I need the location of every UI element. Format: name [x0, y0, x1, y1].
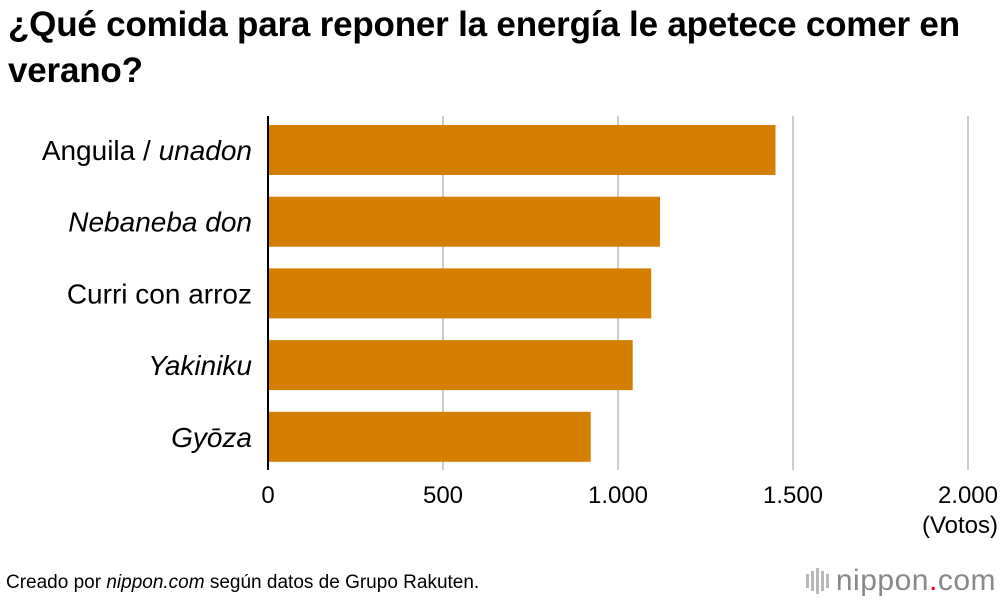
sound-bars-icon — [805, 568, 829, 594]
logo-dot: . — [928, 564, 938, 597]
x-tick-label: 1.500 — [763, 482, 823, 509]
category-label: Anguila / unadon — [42, 135, 252, 166]
bar — [268, 411, 591, 462]
source-suffix: según datos de Grupo Rakuten. — [204, 572, 480, 593]
nippon-logo: nippon.com — [805, 561, 996, 601]
category-label-italic: Gyōza — [171, 422, 252, 453]
logo-name: nippon — [835, 564, 929, 597]
source-site: nippon.com — [106, 572, 205, 593]
category-label-italic: unadon — [159, 135, 252, 166]
bar — [268, 125, 776, 175]
bar — [268, 196, 660, 247]
x-tick-label: 0 — [261, 482, 274, 509]
category-label: Curri con arroz — [67, 278, 252, 309]
logo-tld: com — [937, 564, 996, 597]
source-prefix: Creado por — [6, 572, 107, 593]
category-label-italic: Yakiniku — [148, 350, 252, 381]
category-label: Gyōza — [171, 422, 252, 453]
bar — [268, 268, 652, 319]
x-tick-label: 500 — [423, 482, 463, 509]
x-tick-label: 2.000 — [938, 482, 998, 509]
source-note: Creado por nippon.com según datos de Gru… — [6, 572, 479, 594]
chart-title: ¿Qué comida para reponer la energía le a… — [8, 5, 960, 90]
category-label-italic: Nebaneba don — [68, 207, 252, 238]
category-label-text: Anguila / — [42, 135, 159, 166]
x-unit-label: (Votos) — [922, 512, 998, 539]
category-label: Nebaneba don — [68, 207, 252, 238]
category-label: Yakiniku — [148, 350, 252, 381]
logo-wordmark: nippon.com — [836, 564, 996, 598]
bar — [268, 340, 633, 391]
category-label-text: Curri con arroz — [67, 278, 252, 309]
bar-chart: Anguila / unadon Nebaneba don Curri con ar… — [42, 116, 998, 539]
x-tick-label: 1.000 — [588, 482, 648, 509]
